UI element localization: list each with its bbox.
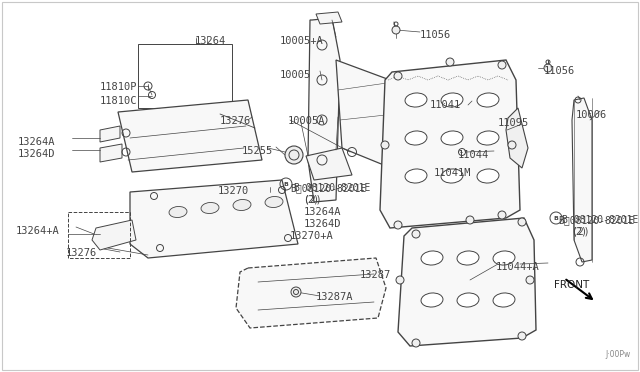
Circle shape (518, 332, 526, 340)
Text: 13264D: 13264D (304, 219, 342, 229)
Ellipse shape (457, 251, 479, 265)
Text: B 08120-8201E: B 08120-8201E (562, 215, 638, 225)
Ellipse shape (477, 131, 499, 145)
Circle shape (392, 26, 400, 34)
Text: 11810C: 11810C (100, 96, 138, 106)
Polygon shape (398, 218, 536, 346)
Circle shape (526, 276, 534, 284)
Ellipse shape (441, 169, 463, 183)
Ellipse shape (441, 131, 463, 145)
Text: B 08120-8201E: B 08120-8201E (294, 183, 371, 193)
Text: 13270: 13270 (218, 186, 249, 196)
Circle shape (291, 287, 301, 297)
Polygon shape (506, 108, 528, 168)
Text: (2): (2) (304, 194, 318, 204)
Circle shape (518, 218, 526, 226)
Circle shape (498, 211, 506, 219)
Ellipse shape (233, 199, 251, 211)
Text: 13287A: 13287A (316, 292, 353, 302)
Ellipse shape (477, 169, 499, 183)
Circle shape (381, 141, 389, 149)
Polygon shape (236, 258, 386, 328)
Ellipse shape (493, 251, 515, 265)
Polygon shape (380, 60, 520, 228)
Text: 13287: 13287 (360, 270, 391, 280)
Ellipse shape (493, 293, 515, 307)
Ellipse shape (421, 293, 443, 307)
Text: 13264+A: 13264+A (16, 226, 60, 236)
Text: FRONT: FRONT (554, 280, 589, 290)
Polygon shape (316, 12, 342, 24)
Circle shape (412, 339, 420, 347)
Text: 13264D: 13264D (18, 149, 56, 159)
Circle shape (394, 221, 402, 229)
Circle shape (285, 146, 303, 164)
Text: 10006: 10006 (576, 110, 607, 120)
Text: 13270+A: 13270+A (290, 231, 333, 241)
Circle shape (394, 72, 402, 80)
Text: 11041M: 11041M (434, 168, 472, 178)
Text: (2): (2) (572, 226, 586, 236)
Text: 13264A: 13264A (18, 137, 56, 147)
Circle shape (508, 141, 516, 149)
Text: B‌08120-8201E: B‌08120-8201E (290, 183, 366, 193)
Ellipse shape (477, 93, 499, 107)
Text: 10005+A: 10005+A (280, 36, 324, 46)
Ellipse shape (421, 251, 443, 265)
Text: 13276: 13276 (220, 116, 252, 126)
Text: 13264A: 13264A (304, 207, 342, 217)
Circle shape (412, 230, 420, 238)
Text: 10005: 10005 (280, 70, 311, 80)
Ellipse shape (169, 206, 187, 218)
Ellipse shape (405, 131, 427, 145)
Text: 15255: 15255 (242, 146, 273, 156)
Text: 11044: 11044 (458, 150, 489, 160)
Polygon shape (306, 148, 352, 180)
Polygon shape (100, 126, 120, 142)
Circle shape (396, 276, 404, 284)
Circle shape (544, 64, 552, 72)
Polygon shape (308, 18, 340, 202)
Text: (2): (2) (304, 194, 322, 204)
Polygon shape (130, 180, 298, 258)
Polygon shape (100, 144, 122, 162)
Text: 11044+A: 11044+A (496, 262, 540, 272)
Text: B‌08120-8201E: B‌08120-8201E (558, 215, 634, 225)
Text: 11056: 11056 (544, 66, 575, 76)
Text: (2): (2) (572, 226, 589, 236)
Text: 10005A: 10005A (288, 116, 326, 126)
Circle shape (446, 58, 454, 66)
Text: J·00Pw: J·00Pw (605, 350, 630, 359)
Ellipse shape (457, 293, 479, 307)
Text: 11056: 11056 (420, 30, 451, 40)
Text: 13276: 13276 (66, 248, 97, 258)
Polygon shape (572, 98, 592, 262)
Polygon shape (336, 60, 396, 170)
Text: 11810P: 11810P (100, 82, 138, 92)
Circle shape (498, 61, 506, 69)
Ellipse shape (201, 202, 219, 214)
Ellipse shape (405, 169, 427, 183)
Circle shape (466, 216, 474, 224)
Text: B: B (554, 215, 559, 221)
Text: 11041: 11041 (430, 100, 461, 110)
Ellipse shape (441, 93, 463, 107)
Text: 13264: 13264 (195, 36, 227, 46)
Polygon shape (92, 220, 136, 250)
Text: 11095: 11095 (498, 118, 529, 128)
Text: B: B (284, 182, 289, 186)
Ellipse shape (405, 93, 427, 107)
Polygon shape (118, 100, 262, 172)
Ellipse shape (265, 196, 283, 208)
